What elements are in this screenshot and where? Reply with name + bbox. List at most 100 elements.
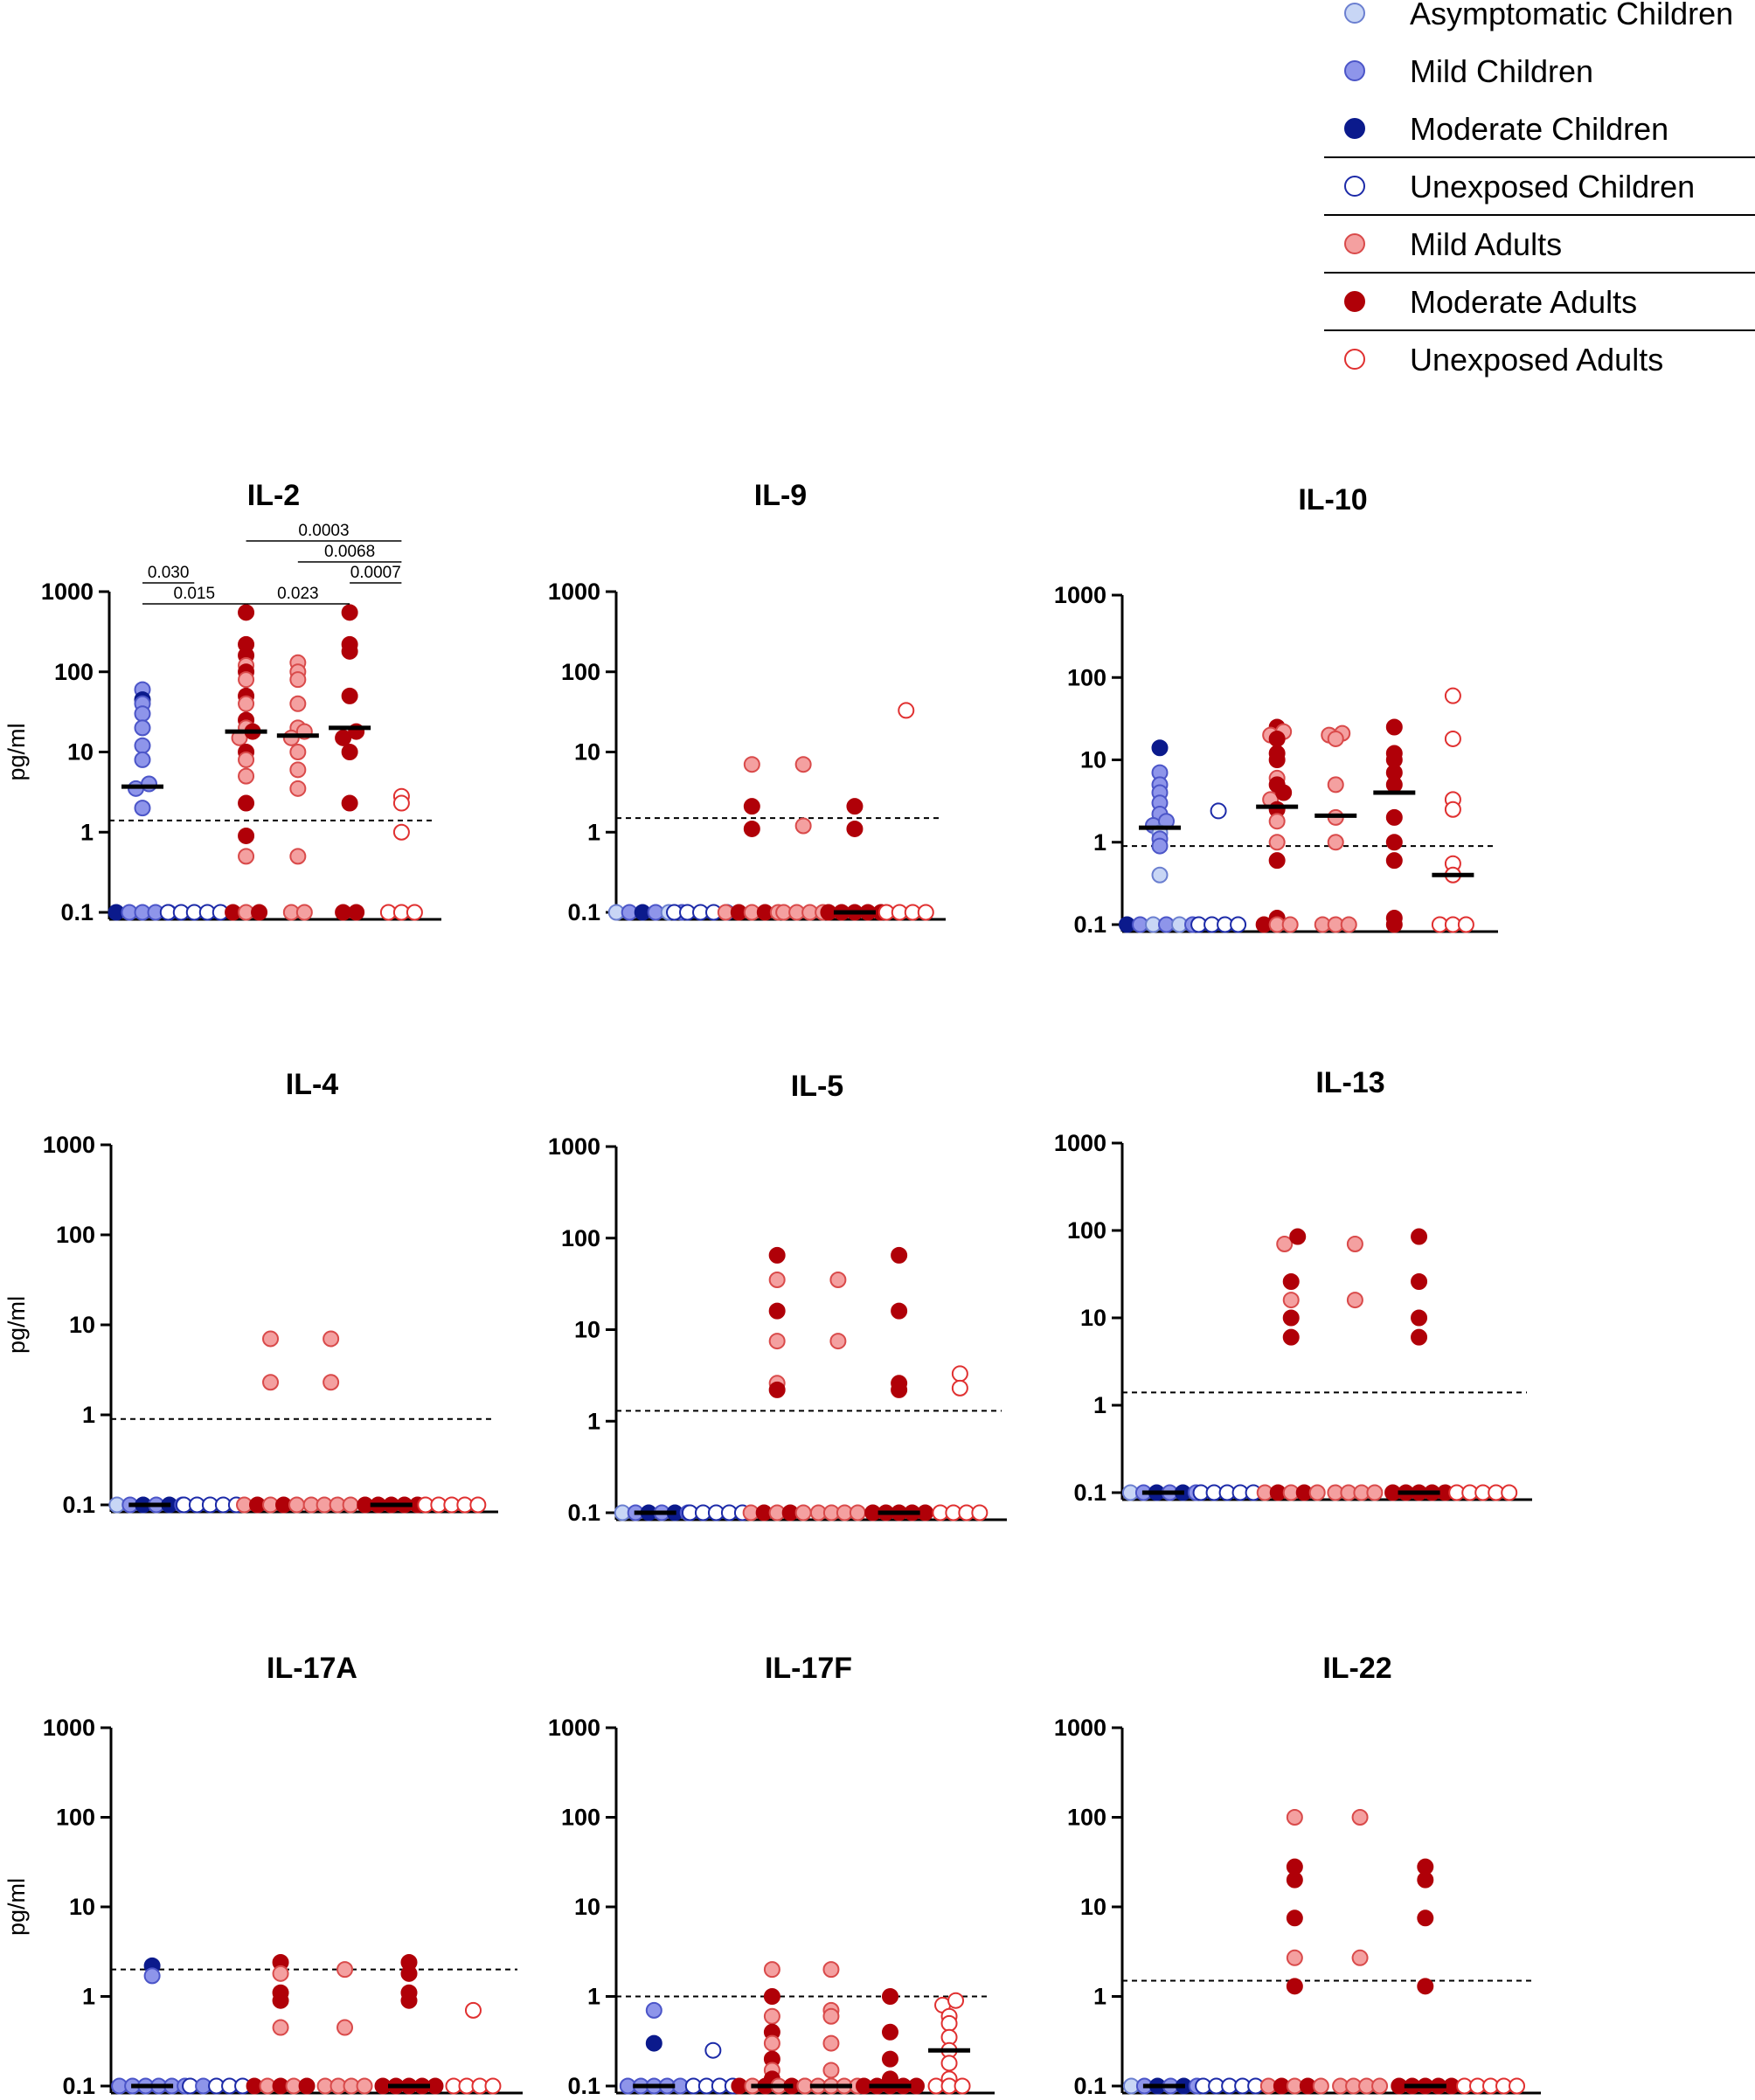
y-tick-label: 10: [574, 1317, 600, 1343]
y-axis-label: pg/ml: [3, 723, 30, 780]
y-tick-label: 0.1: [1073, 2073, 1106, 2099]
data-point: [342, 1496, 359, 1514]
group-column: [445, 2001, 502, 2095]
legend-marker-mildc: [1344, 60, 1365, 81]
group-column: [1332, 1809, 1389, 2095]
data-point: [141, 775, 157, 793]
data-point: [341, 794, 358, 812]
data-point: [1351, 1949, 1369, 1966]
data-point: [794, 817, 812, 835]
y-tick-label: 0.1: [62, 2073, 95, 2099]
p-value-label: 0.0007: [350, 564, 401, 582]
data-point: [743, 756, 760, 773]
data-point: [1385, 852, 1403, 870]
data-point: [1286, 1909, 1303, 1927]
data-point: [1411, 1309, 1428, 1327]
data-point: [484, 2077, 502, 2095]
group-column: [1195, 2077, 1265, 2095]
y-tick-label: 1000: [1054, 1715, 1106, 1741]
data-point: [891, 1246, 908, 1264]
data-point: [1268, 730, 1286, 747]
data-point: [1411, 1328, 1428, 1346]
data-point: [289, 744, 307, 760]
data-point: [356, 2077, 373, 2095]
group-column: [1192, 1484, 1262, 1501]
group-column: [742, 1246, 812, 1521]
data-point: [898, 702, 915, 719]
panel-title: IL-17A: [267, 1652, 357, 1685]
y-tick-label: 10: [69, 1894, 95, 1920]
data-point: [134, 800, 151, 817]
legend-marker-unexa: [1344, 349, 1365, 370]
group-column: [731, 1961, 814, 2095]
y-tick-label: 100: [56, 1805, 95, 1831]
group-column: [1314, 724, 1357, 933]
data-point: [1371, 2077, 1389, 2095]
data-point: [1385, 834, 1403, 851]
data-point: [289, 780, 307, 797]
group-column: [159, 904, 229, 921]
panel-title: IL-13: [1315, 1066, 1384, 1099]
y-tick-label: 1: [1093, 1984, 1106, 2010]
data-point: [846, 820, 864, 837]
data-point: [272, 2019, 289, 2036]
data-point: [971, 1504, 988, 1521]
data-point: [1385, 718, 1403, 736]
group-column: [1448, 1484, 1518, 1501]
y-tick-label: 100: [1067, 1217, 1106, 1244]
data-point: [891, 1381, 908, 1398]
legend-marker-unexc: [1344, 176, 1365, 197]
data-point: [1385, 776, 1403, 794]
data-point: [822, 2007, 840, 2025]
y-tick-label: 1: [1093, 829, 1106, 856]
data-point: [1346, 1292, 1363, 1309]
data-point: [645, 2001, 662, 2019]
data-point: [238, 767, 255, 785]
group-column: [1256, 1228, 1326, 1501]
data-point: [1286, 1871, 1303, 1889]
group-column: [108, 1496, 191, 1514]
data-point: [907, 2077, 925, 2095]
data-point: [1417, 1978, 1434, 1995]
panel-title: IL-10: [1298, 483, 1367, 516]
group-column: [1391, 1858, 1460, 2095]
y-tick-label: 1: [587, 1984, 600, 2010]
data-point: [134, 737, 151, 754]
data-point: [1417, 1909, 1434, 1927]
p-value-label: 0.015: [174, 585, 216, 603]
data-point: [954, 2077, 971, 2095]
panel-title: IL-2: [247, 479, 300, 512]
legend-label-milda: Mild Adults: [1410, 226, 1562, 262]
data-point: [794, 1504, 812, 1521]
data-point: [341, 604, 358, 621]
group-column: [1255, 718, 1299, 933]
data-point: [1286, 1809, 1303, 1826]
data-point: [1151, 837, 1169, 855]
group-column: [417, 1496, 487, 1514]
data-point: [829, 1333, 847, 1350]
data-point: [768, 1381, 786, 1398]
group-column: [1456, 2077, 1526, 2095]
group-column: [302, 1330, 359, 1514]
group-column: [878, 702, 934, 921]
data-point: [323, 1330, 340, 1348]
data-point: [1340, 916, 1357, 933]
data-point: [288, 1496, 306, 1514]
y-tick-label: 1000: [548, 1715, 600, 1741]
panel-title: IL-22: [1322, 1652, 1391, 1685]
data-point: [1286, 1949, 1303, 1966]
data-point: [1509, 2077, 1526, 2095]
significance-bracket: 0.023: [246, 585, 350, 605]
data-point: [336, 1961, 354, 1979]
data-point: [1444, 800, 1461, 818]
data-point: [1151, 866, 1169, 884]
data-point: [323, 1374, 340, 1391]
group-column: [1384, 1228, 1454, 1501]
panel-il-4: IL-4 pg/ml 0.1 1 10 100 1000: [3, 1068, 498, 1518]
legend-marker-milda: [1344, 233, 1365, 254]
legend-marker-asym: [1344, 3, 1365, 24]
group-column: [1121, 1484, 1204, 1501]
data-point: [763, 2034, 780, 2052]
data-point: [400, 1965, 418, 1982]
